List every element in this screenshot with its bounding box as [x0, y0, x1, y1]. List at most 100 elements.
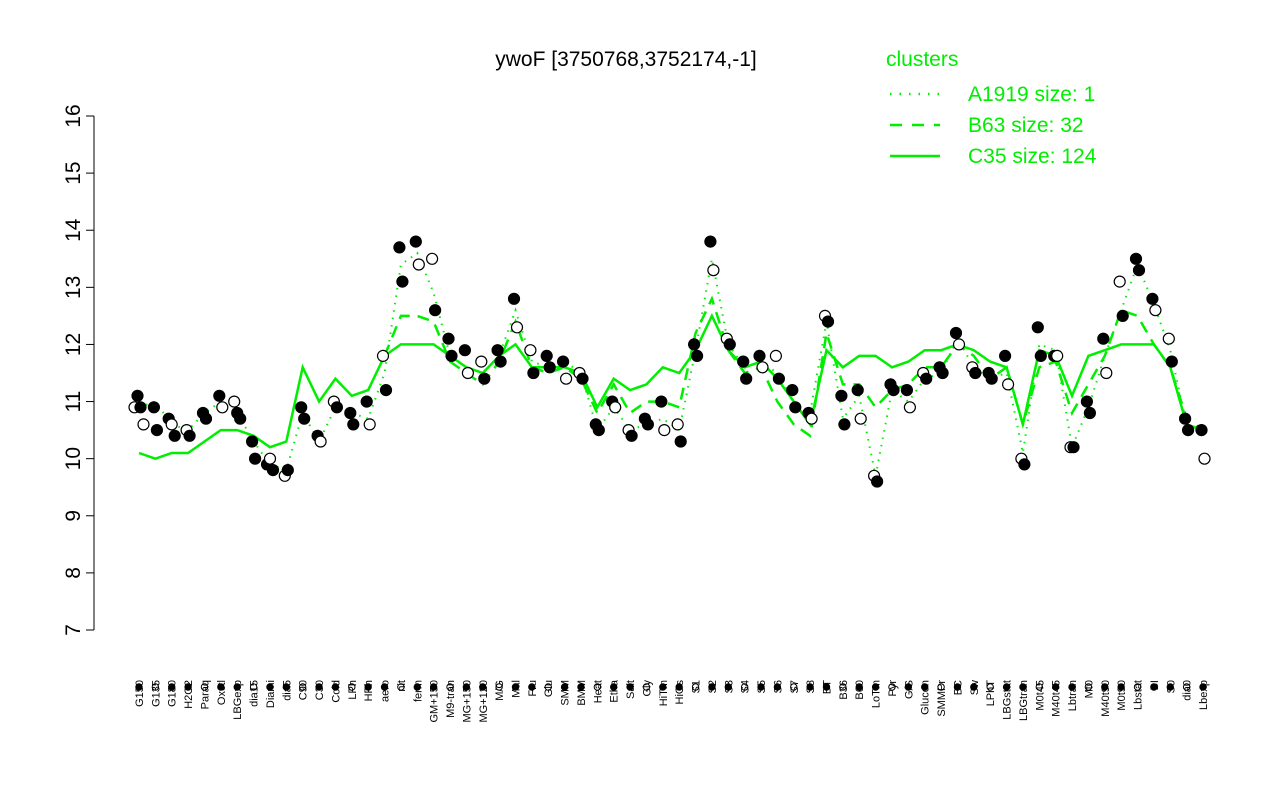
x-tick-label: Pyr — [887, 680, 899, 697]
data-point — [478, 372, 491, 385]
data-point — [540, 349, 553, 362]
x-rug-marker — [1182, 683, 1191, 691]
data-point — [344, 406, 357, 420]
x-tick-label: C30 — [314, 680, 326, 700]
data-point — [641, 418, 655, 431]
data-point — [1113, 275, 1126, 288]
x-tick-label: S2 — [707, 680, 719, 693]
data-point — [687, 338, 701, 351]
data-point — [707, 264, 720, 277]
data-point — [851, 384, 864, 397]
x-tick-label: M0t45 — [1034, 680, 1046, 711]
x-rug-marker — [184, 683, 192, 691]
data-point — [412, 258, 425, 271]
x-tick-label: S4 — [740, 680, 752, 693]
x-tick-label: S8 — [805, 680, 817, 693]
x-tick-label: BT — [822, 680, 834, 694]
data-point — [1080, 395, 1094, 408]
x-rug-marker — [1166, 683, 1174, 691]
data-point — [920, 372, 933, 385]
data-point — [510, 321, 524, 334]
x-tick-label: HiTm — [658, 680, 670, 706]
data-point — [213, 389, 226, 402]
x-rug-marker — [1051, 683, 1060, 691]
data-point — [228, 395, 241, 408]
x-rug-marker — [1084, 683, 1093, 691]
y-tick-label: 14 — [62, 218, 85, 242]
x-tick-label: S7 — [789, 680, 801, 693]
data-point — [461, 366, 474, 380]
data-point — [475, 355, 488, 368]
x-rug-marker — [249, 683, 258, 691]
data-point — [625, 429, 638, 442]
x-tick-label: MG+150 — [461, 680, 473, 723]
x-tick-label: Lbtran — [1067, 680, 1079, 711]
x-rug-marker — [675, 683, 683, 691]
x-tick-label: LoTm — [871, 680, 883, 708]
x-rug-marker — [659, 683, 667, 691]
data-point — [952, 338, 966, 351]
x-rug-marker — [970, 683, 978, 691]
data-point — [379, 384, 393, 397]
data-point — [1195, 424, 1208, 437]
x-tick-label: dia15 — [249, 680, 261, 707]
x-tick-label: aero — [380, 680, 392, 702]
x-tick-label: M/G — [494, 680, 506, 701]
x-rug-marker — [315, 683, 323, 691]
data-point — [249, 452, 262, 465]
data-point — [442, 332, 455, 345]
x-tick-label: M9-tran — [445, 680, 457, 718]
data-point — [1181, 424, 1195, 437]
data-point — [183, 429, 196, 442]
x-rug-marker — [348, 683, 356, 691]
data-point — [690, 349, 704, 362]
x-rug-marker — [266, 683, 274, 691]
x-rug-marker — [511, 683, 520, 691]
x-tick-label: LPhT — [985, 680, 997, 707]
data-point — [1129, 252, 1143, 265]
x-tick-label: G/S — [903, 680, 915, 699]
x-tick-label: nit — [396, 680, 408, 692]
y-tick-label: 10 — [62, 447, 85, 470]
x-rug-marker — [298, 683, 307, 691]
x-tick-label: M40t90 — [1100, 680, 1112, 717]
data-point — [137, 418, 150, 431]
x-rug-marker — [200, 683, 209, 691]
data-point — [1067, 441, 1080, 454]
y-tick-label: 12 — [62, 333, 85, 356]
legend-label: B63 size: 32 — [968, 114, 1084, 137]
data-point — [1018, 458, 1031, 471]
x-rug-marker — [871, 683, 880, 691]
x-tick-label: Gly — [641, 680, 653, 697]
x-rug-marker — [888, 683, 896, 691]
data-point — [737, 355, 750, 368]
data-point — [1198, 452, 1211, 465]
data-point — [131, 389, 144, 402]
data-point — [1031, 321, 1044, 334]
data-point — [363, 418, 376, 431]
data-point — [1051, 349, 1064, 362]
x-rug-marker — [593, 683, 602, 691]
x-rug-marker — [822, 683, 831, 691]
x-rug-marker — [528, 683, 536, 691]
x-rug-marker — [135, 683, 143, 691]
x-rug-marker — [429, 683, 438, 691]
x-tick-label: dia0 — [1182, 680, 1194, 701]
series-layer — [138, 251, 1204, 477]
x-rug-marker — [1035, 683, 1044, 691]
data-point — [295, 401, 308, 414]
data-point — [854, 412, 867, 425]
data-point — [655, 395, 668, 408]
legend-label: C35 size: 124 — [968, 145, 1097, 168]
data-point — [753, 349, 766, 362]
x-tick-label: Oxctl — [216, 680, 228, 705]
data-point — [263, 452, 277, 465]
x-tick-label: Salt — [625, 680, 637, 699]
x-tick-label: Cold — [330, 680, 342, 703]
x-tick-label: LBGtran — [1018, 680, 1030, 721]
data-point — [789, 401, 802, 414]
data-point — [1001, 378, 1015, 391]
x-tick-label: G135 — [150, 680, 162, 707]
y-tick-label: 7 — [62, 624, 85, 636]
